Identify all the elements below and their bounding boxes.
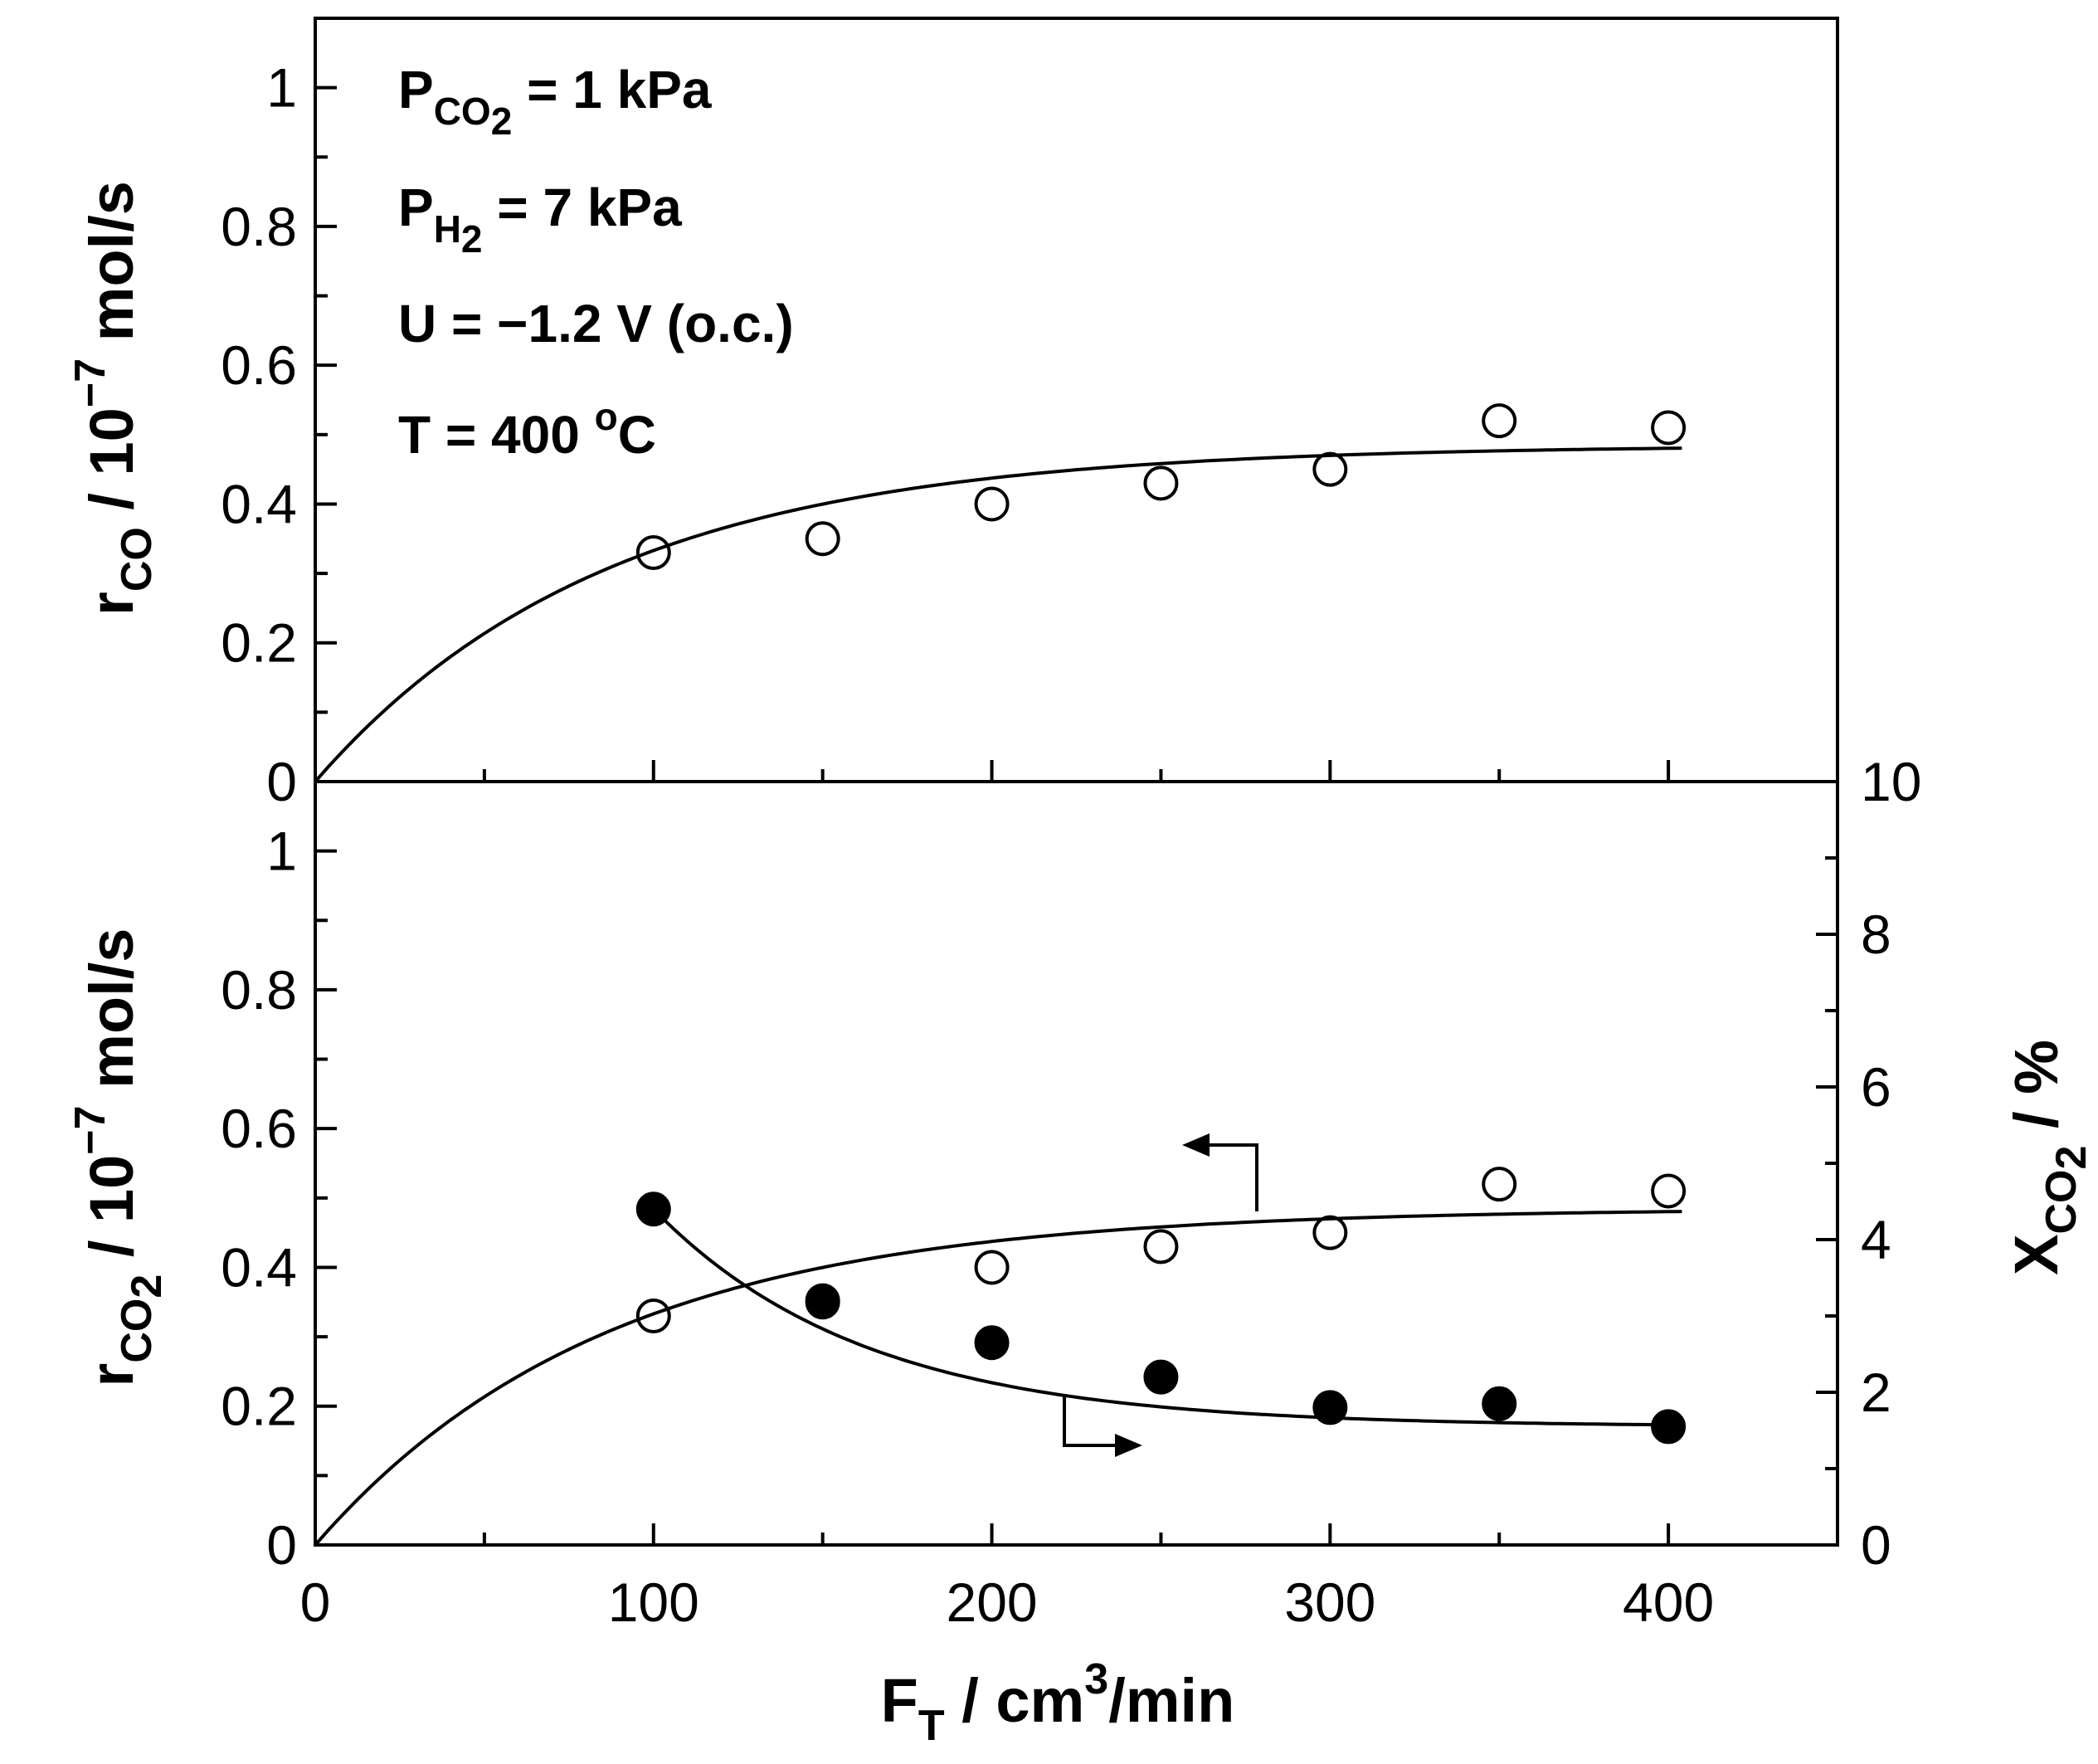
top-y-tick-label: 0.8 xyxy=(221,196,297,257)
right-y-tick-label: 0 xyxy=(1861,1514,1891,1576)
bottom-y-tick-label: 0 xyxy=(266,1514,297,1576)
bottom-filled-point xyxy=(1312,1390,1348,1425)
bottom-open-point xyxy=(1482,1167,1517,1202)
top-y-tick-label: 0.6 xyxy=(221,334,297,396)
bottom-filled-point xyxy=(1651,1409,1687,1445)
top-panel: 0 0.2 0.4 0.6 0.8 1 xyxy=(221,17,1839,812)
bottom-open-point xyxy=(974,1250,1010,1285)
right-y-tick-label: 8 xyxy=(1861,904,1891,965)
bottom-open-point xyxy=(1651,1173,1687,1209)
bottom-y-tick-label: 0.4 xyxy=(221,1236,297,1298)
bottom-y-tick-label: 0.6 xyxy=(221,1098,297,1159)
top-y-tick-label: 0 xyxy=(266,751,297,812)
top-open-point xyxy=(635,535,671,570)
annotation-ph2: PH2 = 7 kPa xyxy=(398,178,682,261)
x-tick-label: 0 xyxy=(300,1572,331,1633)
annotation-pco2: PCO2 = 1 kPa xyxy=(398,60,712,143)
top-y-tick-label: 0.2 xyxy=(221,612,297,674)
bottom-plot-frame xyxy=(314,780,1839,1547)
x-tick-label: 100 xyxy=(608,1572,699,1633)
bottom-fit-curve xyxy=(314,1210,1682,1547)
right-y-tick-label: 6 xyxy=(1861,1056,1891,1118)
x-tick-label: 200 xyxy=(946,1572,1037,1633)
bottom-filled-point xyxy=(1143,1359,1179,1395)
bottom-y-tick-label: 0.2 xyxy=(221,1376,297,1437)
bottom-filled-point xyxy=(805,1283,840,1318)
annotation-temperature: T = 400 oC xyxy=(398,395,656,465)
bottom-y-tick-label: 1 xyxy=(266,821,297,882)
top-open-point xyxy=(805,521,840,557)
top-plot-frame xyxy=(314,17,1839,783)
bottom-filled-point xyxy=(1482,1386,1517,1421)
top-open-point xyxy=(1482,403,1517,439)
bottom-fit-curve xyxy=(652,1207,1682,1427)
right-y-tick-label: 2 xyxy=(1861,1362,1891,1423)
annotation-voltage: U = −1.2 V (o.c.) xyxy=(398,294,794,353)
top-ylabel: rCO / 10−7 mol/s xyxy=(66,181,161,616)
right-y-tick-label: 4 xyxy=(1861,1209,1891,1270)
x-tick-label: 400 xyxy=(1623,1572,1714,1633)
bottom-ylabel: rCO2 / 10−7 mol/s xyxy=(66,928,171,1387)
top-fit-curve xyxy=(314,446,1682,783)
bottom-open-point xyxy=(1143,1229,1179,1265)
bottom-filled-point xyxy=(974,1325,1010,1361)
top-open-point xyxy=(974,486,1010,522)
arrow-right-axis-indicator xyxy=(1063,1394,1142,1457)
right-y-tick-label: 10 xyxy=(1861,751,1921,812)
bottom-y-tick-label: 0.8 xyxy=(221,959,297,1021)
top-y-tick-label: 0.4 xyxy=(221,473,297,534)
bottom-open-point xyxy=(635,1299,671,1333)
xlabel: FT / cm3/min xyxy=(881,1655,1235,1750)
top-open-point xyxy=(1651,410,1687,446)
arrow-left-axis-indicator xyxy=(1182,1133,1258,1211)
bottom-y2label: XCO2 / % xyxy=(2002,1040,2096,1275)
top-open-point xyxy=(1312,451,1348,487)
top-open-point xyxy=(1143,465,1179,501)
x-tick-label: 300 xyxy=(1284,1572,1375,1633)
top-y-tick-label: 1 xyxy=(266,57,297,119)
bottom-open-point xyxy=(1312,1215,1348,1250)
